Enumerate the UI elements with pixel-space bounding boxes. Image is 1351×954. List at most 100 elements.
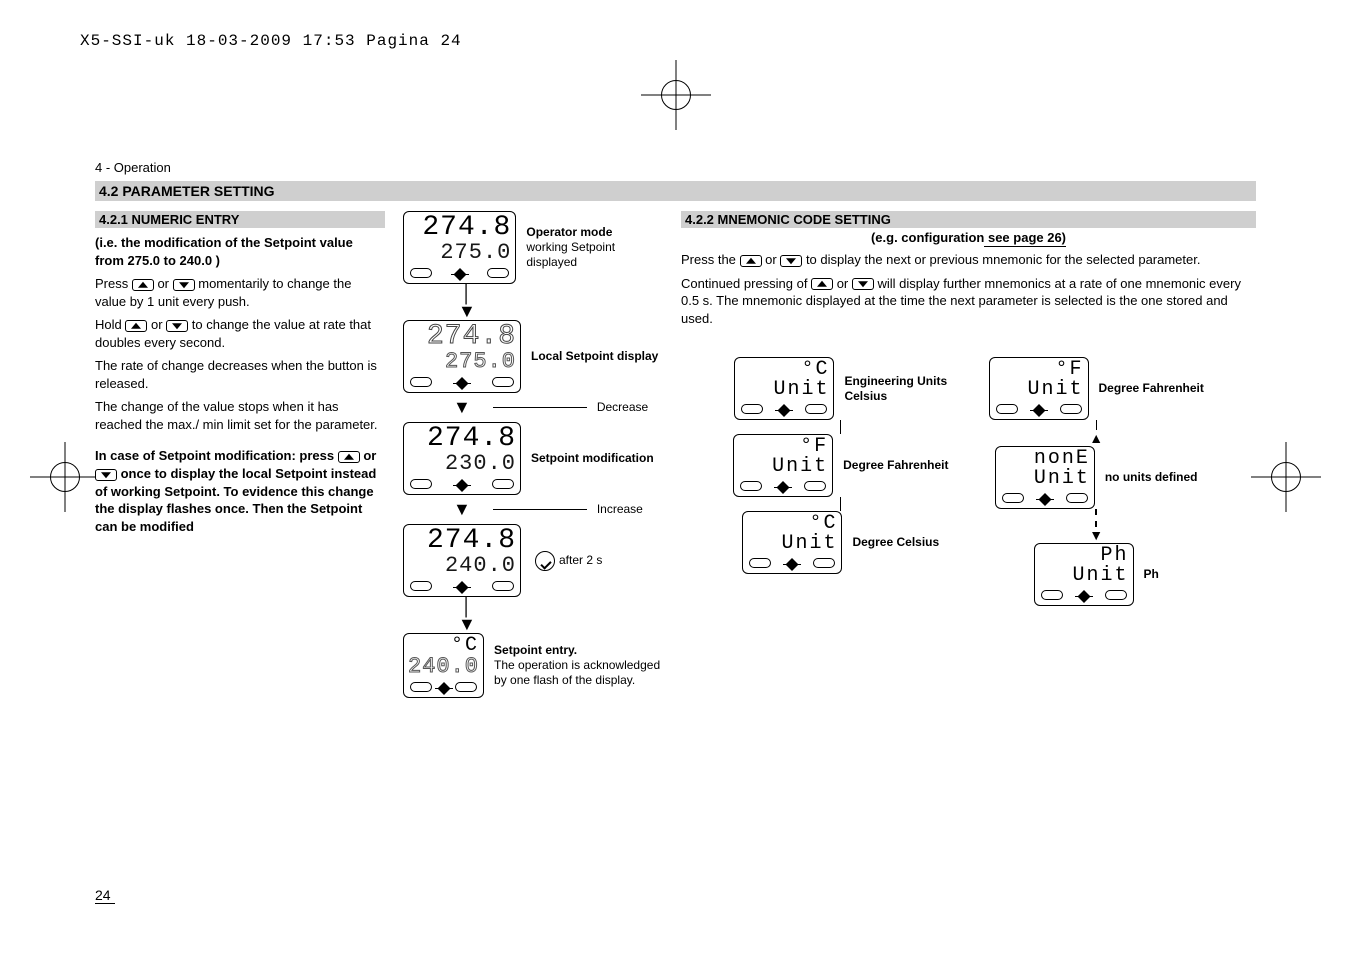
crop-mark-top bbox=[651, 70, 701, 120]
lcd-line1: nonE bbox=[1000, 449, 1090, 469]
text: or bbox=[360, 448, 377, 463]
caption-operator-mode: Operator mode working Setpoint displayed bbox=[526, 225, 663, 270]
text: Ph bbox=[1144, 567, 1159, 581]
lcd-unit: nonE Unit bbox=[995, 446, 1095, 509]
lcd-btn bbox=[410, 377, 432, 387]
lcd-unit: °C Unit bbox=[734, 357, 834, 420]
lcd-btn bbox=[492, 479, 514, 489]
text: or bbox=[833, 276, 852, 291]
lcd-line1: 274.8 bbox=[408, 323, 516, 351]
lcd-unit: °C Unit bbox=[742, 511, 842, 574]
lcd-line2: Unit bbox=[739, 380, 829, 400]
text: Hold bbox=[95, 317, 125, 332]
text: or bbox=[762, 252, 781, 267]
numeric-entry-subtitle: (i.e. the modification of the Setpoint v… bbox=[95, 234, 385, 269]
flow-arrow-down: │▼ bbox=[458, 284, 476, 320]
lcd-line2: Unit bbox=[747, 534, 837, 554]
lcd-line1: °C bbox=[408, 636, 479, 656]
text: no units defined bbox=[1105, 470, 1198, 484]
text: to display the next or previous mnemonic… bbox=[802, 252, 1200, 267]
lcd-unit: Ph Unit bbox=[1034, 543, 1134, 606]
unit-label: Degree Fahrenheit bbox=[843, 458, 948, 472]
caption-title: Operator mode bbox=[526, 225, 663, 240]
text: 240.0 bbox=[408, 654, 479, 679]
lcd-line2: Unit bbox=[994, 380, 1084, 400]
lcd-updown-icon bbox=[453, 377, 471, 390]
text: once to display the local Setpoint inste… bbox=[95, 466, 376, 534]
page-number: 24 bbox=[95, 887, 115, 904]
lcd-unit: °F Unit bbox=[733, 434, 833, 497]
lcd-btn bbox=[492, 377, 514, 387]
text: 274.8 bbox=[427, 321, 516, 352]
lcd-line2: 275.0 bbox=[408, 242, 511, 264]
down-key-icon bbox=[166, 320, 188, 332]
lcd-btn bbox=[410, 479, 432, 489]
caption-title: Setpoint entry. bbox=[494, 643, 663, 658]
text-link: see page 26) bbox=[984, 230, 1066, 247]
lcd-setpoint-mod: 274.8 230.0 bbox=[403, 422, 521, 495]
setpoint-mod-note: In case of Setpoint modification: press … bbox=[95, 447, 385, 535]
lcd-btn bbox=[410, 581, 432, 591]
up-key-icon bbox=[132, 279, 154, 291]
text: Degree Fahrenheit bbox=[843, 458, 948, 472]
lcd-line2: 240.0 bbox=[408, 656, 479, 678]
flow-arrow-down: │▼ bbox=[458, 597, 476, 633]
caption-after-2s: after 2 s bbox=[531, 551, 602, 571]
unit-label: Degree Fahrenheit bbox=[1099, 381, 1204, 395]
text: or bbox=[147, 317, 166, 332]
heading-mnemonic: 4.2.2 MNEMONIC CODE SETTING bbox=[681, 211, 1256, 228]
unit-label: no units defined bbox=[1105, 470, 1198, 484]
text: (e.g. configuration bbox=[871, 230, 984, 245]
lcd-line1: 274.8 bbox=[408, 214, 511, 242]
text: Degree Celsius bbox=[852, 535, 939, 549]
down-arrow-icon: ▼ bbox=[1089, 527, 1103, 543]
caption-setpoint-mod: Setpoint modification bbox=[531, 451, 654, 466]
lcd-line1: Ph bbox=[1039, 546, 1129, 566]
up-key-icon bbox=[338, 451, 360, 463]
lcd-line2: 240.0 bbox=[408, 555, 516, 577]
text: after 2 s bbox=[559, 553, 602, 568]
down-key-icon bbox=[780, 255, 802, 267]
lcd-line2: 230.0 bbox=[408, 453, 516, 475]
mnemonic-press: Press the or to display the next or prev… bbox=[681, 251, 1256, 269]
label-increase: Increase bbox=[597, 502, 643, 517]
lcd-after-increase: 274.8 240.0 bbox=[403, 524, 521, 597]
value-stop-note: The change of the value stops when it ha… bbox=[95, 398, 385, 433]
down-key-icon bbox=[95, 469, 117, 481]
lcd-line1: °C bbox=[747, 514, 837, 534]
lcd-updown-icon bbox=[453, 479, 471, 492]
crop-mark-left bbox=[40, 452, 90, 502]
lcd-line2: 275.0 bbox=[408, 351, 516, 373]
caption-body: working Setpoint displayed bbox=[526, 240, 663, 270]
lcd-updown-icon bbox=[451, 268, 469, 281]
separator bbox=[493, 509, 587, 510]
caption-title: Local Setpoint display bbox=[531, 349, 658, 364]
rate-decrease-note: The rate of change decreases when the bu… bbox=[95, 357, 385, 392]
lcd-btn bbox=[410, 268, 432, 278]
label-decrease: Decrease bbox=[597, 400, 648, 415]
numeric-entry-press: Press or momentarily to change the value… bbox=[95, 275, 385, 310]
lcd-line1: °F bbox=[994, 360, 1084, 380]
lcd-local-setpoint: 274.8 275.0 bbox=[403, 320, 521, 393]
chapter-label: 4 - Operation bbox=[95, 160, 1256, 175]
lcd-unit: °F Unit bbox=[989, 357, 1089, 420]
flow-arrow-down: ▼ bbox=[453, 499, 471, 520]
up-key-icon bbox=[811, 278, 833, 290]
unit-label: Engineering Units Celsius bbox=[844, 374, 947, 403]
mnemonic-subtitle: (e.g. configuration see page 26) bbox=[681, 230, 1256, 245]
text: Celsius bbox=[844, 389, 947, 403]
text: Press the bbox=[681, 252, 740, 267]
lcd-line1: 274.8 bbox=[408, 527, 516, 555]
up-arrow-icon: ▲ bbox=[1089, 430, 1103, 446]
text: Continued pressing of bbox=[681, 276, 811, 291]
lcd-btn bbox=[487, 268, 509, 278]
heading-numeric-entry: 4.2.1 NUMERIC ENTRY bbox=[95, 211, 385, 228]
lcd-line2: Unit bbox=[738, 457, 828, 477]
print-header: X5-SSI-uk 18-03-2009 17:53 Pagina 24 bbox=[80, 32, 462, 50]
unit-label: Ph bbox=[1144, 567, 1159, 581]
lcd-line1: °C bbox=[739, 360, 829, 380]
text: 275.0 bbox=[445, 349, 516, 374]
lcd-btn bbox=[492, 581, 514, 591]
lcd-line2: Unit bbox=[1039, 566, 1129, 586]
text: Press bbox=[95, 276, 132, 291]
